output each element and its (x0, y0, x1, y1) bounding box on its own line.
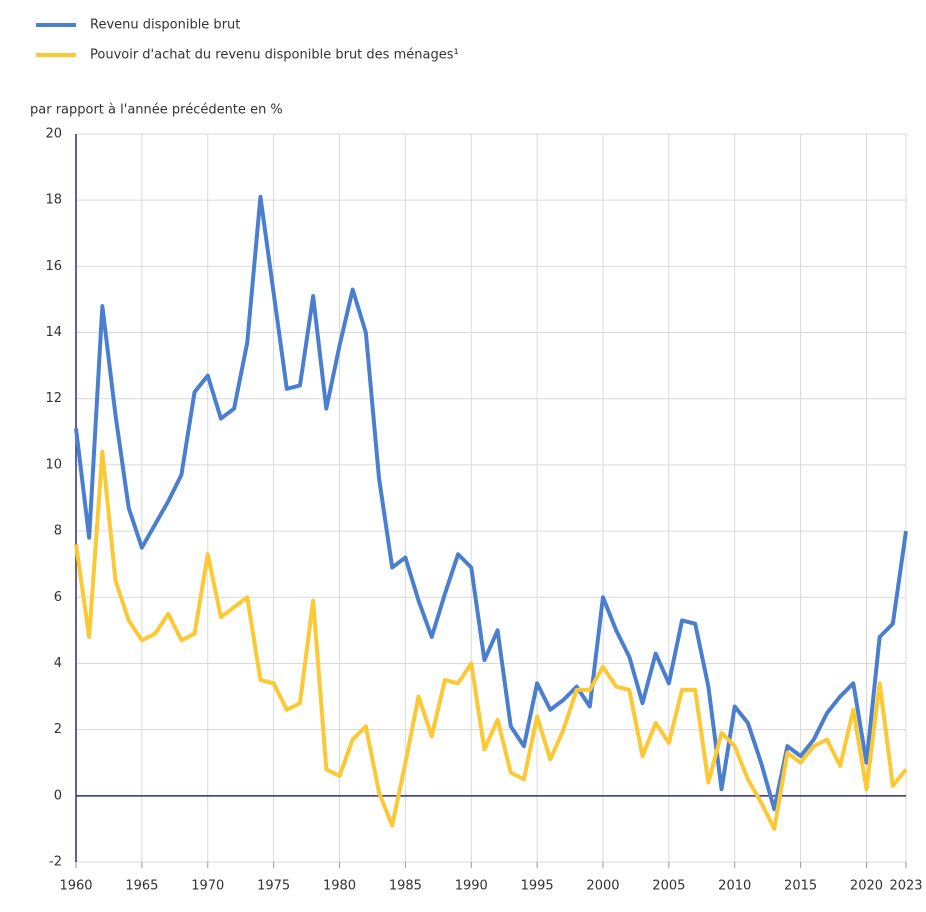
x-tick-label: 1985 (389, 879, 422, 894)
legend-label: Pouvoir d'achat du revenu disponible bru… (90, 48, 459, 63)
y-tick-label: 12 (45, 391, 62, 406)
y-tick-label: 20 (45, 127, 62, 142)
y-tick-label: 6 (54, 590, 62, 605)
legend-label: Revenu disponible brut (90, 18, 240, 33)
x-tick-label: 2010 (718, 879, 751, 894)
x-tick-label: 2015 (784, 879, 817, 894)
y-tick-label: 14 (45, 325, 62, 340)
x-tick-label: 1970 (191, 879, 224, 894)
x-tick-label: 1975 (257, 879, 290, 894)
x-tick-label: 1965 (125, 879, 158, 894)
series-line (74, 449, 908, 831)
y-tick-label: -2 (49, 855, 62, 870)
y-tick-label: 16 (45, 259, 62, 274)
x-tick-label: 1960 (59, 879, 92, 894)
x-tick-label: 1990 (455, 879, 488, 894)
x-tick-label: 1995 (521, 879, 554, 894)
y-tick-label: 10 (45, 457, 62, 472)
y-tick-label: 4 (54, 656, 62, 671)
x-tick-label: 1980 (323, 879, 356, 894)
x-tick-label: 2023 (889, 879, 922, 894)
y-tick-label: 2 (54, 722, 62, 737)
y-tick-label: 0 (54, 788, 62, 803)
x-tick-label: 2020 (850, 879, 883, 894)
x-tick-label: 2005 (652, 879, 685, 894)
series-line (74, 194, 908, 812)
x-tick-label: 2000 (586, 879, 619, 894)
y-tick-label: 8 (54, 524, 62, 539)
y-tick-label: 18 (45, 193, 62, 208)
y-axis-label: par rapport à l'année précédente en % (30, 103, 283, 118)
